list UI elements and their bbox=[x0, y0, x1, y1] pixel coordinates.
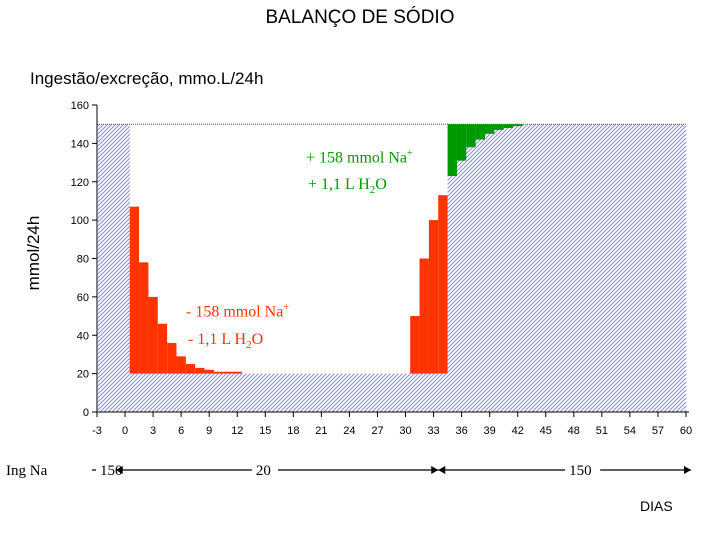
excretion-bar-day-8 bbox=[195, 367, 205, 374]
loss-sodium-sup: + bbox=[283, 302, 289, 313]
chart-subtitle: Ingestão/excreção, mmo.L/24h bbox=[30, 69, 264, 88]
intake-value-1: 20 bbox=[256, 463, 271, 479]
x-tick-label-57: 57 bbox=[652, 425, 664, 437]
x-tick-label-45: 45 bbox=[540, 425, 552, 437]
y-tick-label-100: 100 bbox=[71, 215, 89, 227]
excretion-bar-day-12 bbox=[232, 371, 242, 374]
excretion-bar-day-10 bbox=[213, 371, 224, 374]
annotation-gain-sodium: + 158 mmol Na+ bbox=[306, 148, 413, 167]
loss-sodium-text: - 158 mmol Na bbox=[186, 303, 284, 321]
loss-water-prefix: - 1,1 L H bbox=[188, 331, 247, 348]
x-tick-label-42: 42 bbox=[512, 425, 524, 437]
x-tick-label-24: 24 bbox=[343, 425, 355, 437]
retention-bar-day-35 bbox=[447, 124, 457, 176]
gain-water-suffix: O bbox=[375, 176, 387, 193]
y-tick-label-140: 140 bbox=[71, 138, 89, 150]
x-tick-label-6: 6 bbox=[178, 425, 184, 437]
intake-area-0 bbox=[98, 124, 130, 412]
retention-bar-day-42 bbox=[513, 124, 523, 127]
retention-bar-day-37 bbox=[466, 124, 476, 148]
excretion-bars bbox=[129, 124, 523, 374]
x-tick-label-36: 36 bbox=[455, 425, 467, 437]
gain-water-sub: 2 bbox=[369, 184, 376, 197]
intake-arrowhead-right-1 bbox=[431, 466, 439, 474]
retention-bar-day-41 bbox=[503, 124, 514, 129]
x-tick-label-27: 27 bbox=[371, 425, 383, 437]
x-tick-label-18: 18 bbox=[287, 425, 299, 437]
x-tick-label-15: 15 bbox=[259, 425, 271, 437]
excretion-bar-day-34 bbox=[438, 195, 448, 374]
y-tick-label-80: 80 bbox=[77, 254, 89, 266]
x-tick-label-60: 60 bbox=[680, 425, 692, 437]
excretion-bar-day-5 bbox=[167, 342, 177, 374]
x-tick-label-0: 0 bbox=[122, 425, 128, 437]
excretion-bar-day-3 bbox=[148, 296, 158, 374]
intake-value-0: 150 bbox=[100, 463, 123, 479]
x-tick-label-30: 30 bbox=[399, 425, 411, 437]
x-tick-label-51: 51 bbox=[596, 425, 608, 437]
excretion-bar-day-32 bbox=[419, 258, 429, 374]
y-tick-label-120: 120 bbox=[71, 177, 89, 189]
intake-value-bg-1 bbox=[251, 461, 278, 479]
excretion-bar-day-2 bbox=[139, 262, 149, 374]
excretion-bar-day-31 bbox=[410, 316, 420, 374]
intake-arrowhead-left-2 bbox=[438, 466, 446, 474]
y-tick-label-20: 20 bbox=[77, 369, 89, 381]
x-tick-label--3: -3 bbox=[92, 425, 102, 437]
intake-value-bg-2 bbox=[565, 461, 601, 479]
annotation-loss-water: - 1,1 L H2O bbox=[188, 331, 263, 351]
intake-area-2 bbox=[447, 124, 686, 412]
x-tick-label-39: 39 bbox=[484, 425, 496, 437]
intake-value-bg-0 bbox=[96, 461, 131, 479]
retention-bar-day-36 bbox=[456, 124, 467, 161]
x-tick-label-33: 33 bbox=[427, 425, 439, 437]
x-tick-label-21: 21 bbox=[315, 425, 327, 437]
retention-bar-day-40 bbox=[494, 124, 504, 130]
excretion-bar-day-33 bbox=[428, 220, 439, 374]
loss-water-sub: 2 bbox=[246, 339, 252, 352]
intake-arrowhead-right-2 bbox=[684, 466, 691, 474]
y-tick-label-40: 40 bbox=[77, 330, 89, 342]
x-tick-label-3: 3 bbox=[150, 425, 156, 437]
y-tick-label-60: 60 bbox=[77, 292, 89, 304]
excretion-bar-day-11 bbox=[223, 371, 233, 374]
gain-water-prefix: + 1,1 L H bbox=[308, 176, 370, 193]
intake-area bbox=[97, 123, 686, 412]
loss-water-suffix: O bbox=[251, 331, 264, 348]
intake-arrowhead-left-1 bbox=[115, 466, 123, 474]
x-axis-label: DIAS bbox=[640, 498, 673, 514]
intake-value-2: 150 bbox=[569, 463, 592, 479]
annotation-gain-water: + 1,1 L H2O bbox=[308, 176, 387, 196]
y-tick-label-160: 160 bbox=[71, 100, 89, 112]
excretion-bar-day-9 bbox=[204, 369, 214, 374]
x-tick-label-54: 54 bbox=[624, 425, 636, 437]
intake-timeline: 150 20 150 bbox=[92, 461, 691, 479]
chart-title: BALANÇO DE SÓDIO bbox=[265, 7, 455, 28]
x-tick-label-9: 9 bbox=[206, 425, 212, 437]
excretion-bar-day-1 bbox=[129, 206, 140, 374]
retention-bar-day-38 bbox=[475, 124, 485, 140]
gain-sodium-text: + 158 mmol Na bbox=[306, 149, 408, 167]
annotation-loss-sodium: - 158 mmol Na+ bbox=[186, 302, 289, 321]
intake-area-1 bbox=[129, 373, 448, 412]
retention-bar-day-39 bbox=[484, 124, 495, 134]
x-tick-label-12: 12 bbox=[231, 425, 243, 437]
excretion-bar-day-6 bbox=[176, 356, 186, 374]
y-tick-label-0: 0 bbox=[83, 407, 89, 419]
x-tick-label-48: 48 bbox=[568, 425, 580, 437]
gain-sodium-sup: + bbox=[407, 148, 413, 159]
excretion-bar-day-4 bbox=[157, 323, 168, 374]
intake-label: Ing Na bbox=[6, 463, 48, 479]
excretion-bar-day-7 bbox=[185, 364, 196, 374]
